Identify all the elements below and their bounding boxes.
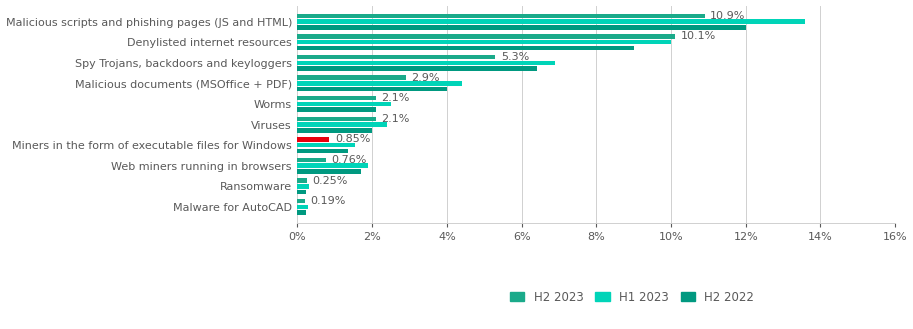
Bar <box>298 184 310 189</box>
Bar <box>298 190 306 194</box>
Text: 2.1%: 2.1% <box>382 114 410 124</box>
Bar <box>298 55 496 59</box>
Text: 5.3%: 5.3% <box>501 52 530 62</box>
Bar <box>298 199 305 203</box>
Bar <box>298 116 376 121</box>
Bar <box>298 178 307 183</box>
Text: 10.9%: 10.9% <box>710 11 746 21</box>
Bar <box>298 169 361 174</box>
Bar <box>298 122 387 127</box>
Bar <box>298 66 537 71</box>
Bar <box>298 149 348 153</box>
Bar <box>298 128 373 133</box>
Bar <box>298 158 326 162</box>
Bar <box>298 46 634 50</box>
Bar <box>298 143 355 147</box>
Bar <box>298 210 306 215</box>
Legend: H2 2023, H1 2023, H2 2022: H2 2023, H1 2023, H2 2022 <box>506 286 759 308</box>
Bar <box>298 13 705 18</box>
Text: 0.25%: 0.25% <box>312 176 348 186</box>
Bar <box>298 108 376 112</box>
Bar <box>298 34 675 39</box>
Text: 2.1%: 2.1% <box>382 93 410 103</box>
Bar <box>298 19 805 24</box>
Text: 0.76%: 0.76% <box>331 155 367 165</box>
Text: 10.1%: 10.1% <box>680 32 716 41</box>
Bar <box>298 87 446 91</box>
Text: 2.9%: 2.9% <box>412 73 440 83</box>
Bar <box>298 61 555 65</box>
Text: 0.19%: 0.19% <box>310 196 345 206</box>
Bar <box>298 81 462 86</box>
Bar <box>298 102 391 106</box>
Bar <box>298 205 308 209</box>
Text: 0.85%: 0.85% <box>335 134 370 144</box>
Bar <box>298 164 369 168</box>
Bar <box>298 96 376 100</box>
Bar <box>298 75 405 80</box>
Bar <box>298 25 746 30</box>
Bar <box>298 40 671 44</box>
Bar <box>298 137 330 141</box>
